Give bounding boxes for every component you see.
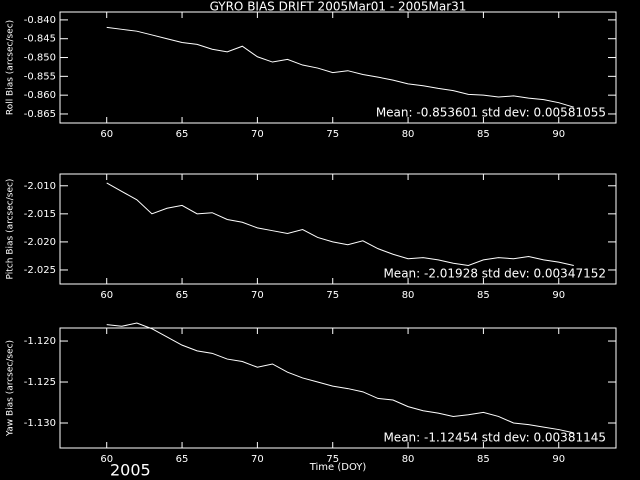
x-tick-label: 90 <box>552 454 565 465</box>
plot-frame <box>59 11 617 124</box>
x-tick-label: 60 <box>100 454 113 465</box>
x-tick-label: 85 <box>477 290 490 301</box>
y-tick-label: -2.025 <box>24 265 56 276</box>
y-tick-label: -0.860 <box>24 90 56 101</box>
x-tick-label: 80 <box>402 129 415 140</box>
y-tick-label: -1.130 <box>24 418 56 429</box>
x-tick-label: 75 <box>326 290 339 301</box>
x-tick-label: 70 <box>251 129 264 140</box>
plot-frame <box>59 173 617 285</box>
x-tick-label: 65 <box>176 454 189 465</box>
y-tick-label: -2.015 <box>24 209 56 220</box>
y-tick-label: -0.855 <box>24 71 56 82</box>
x-tick-label: 80 <box>402 454 415 465</box>
stats-annotation: Mean: -0.853601 std dev: 0.00581055 <box>376 106 606 120</box>
data-line <box>106 26 574 108</box>
x-tick-label: 60 <box>100 290 113 301</box>
x-tick-label: 75 <box>326 129 339 140</box>
x-tick-label: 70 <box>251 290 264 301</box>
y-tick-label: -1.125 <box>24 377 56 388</box>
stats-annotation: Mean: -2.01928 std dev: 0.00347152 <box>383 267 606 281</box>
y-tick-label: -2.010 <box>24 181 56 192</box>
x-tick-label: 75 <box>326 454 339 465</box>
x-tick-label: 80 <box>402 290 415 301</box>
x-tick-label: 60 <box>100 129 113 140</box>
y-tick-label: -0.850 <box>24 53 56 64</box>
y-axis-label: Pitch Bias (arcsec/sec) <box>6 179 16 280</box>
plot-frame <box>59 327 617 449</box>
x-tick-label: 85 <box>477 454 490 465</box>
x-axis-label: Time (DOY) <box>309 462 367 473</box>
x-tick-label: 90 <box>552 129 565 140</box>
chart-title: GYRO BIAS DRIFT 2005Mar01 - 2005Mar31 <box>210 0 467 14</box>
x-tick-label: 65 <box>176 129 189 140</box>
y-tick-label: -0.865 <box>24 109 56 120</box>
y-tick-label: -1.120 <box>24 336 56 347</box>
stats-annotation: Mean: -1.12454 std dev: 0.00381145 <box>383 431 606 445</box>
y-axis-label: Yaw Bias (arcsec/sec) <box>6 340 16 437</box>
y-tick-label: -2.020 <box>24 237 56 248</box>
y-axis-label: Roll Bias (arcsec/sec) <box>6 20 16 115</box>
x-tick-label: 70 <box>251 454 264 465</box>
year-label: 2005 <box>110 461 151 480</box>
x-tick-label: 90 <box>552 290 565 301</box>
y-tick-label: -0.840 <box>24 15 56 26</box>
x-tick-label: 85 <box>477 129 490 140</box>
x-tick-label: 65 <box>176 290 189 301</box>
data-line <box>106 182 574 266</box>
data-line <box>106 322 574 434</box>
y-tick-label: -0.845 <box>24 34 56 45</box>
